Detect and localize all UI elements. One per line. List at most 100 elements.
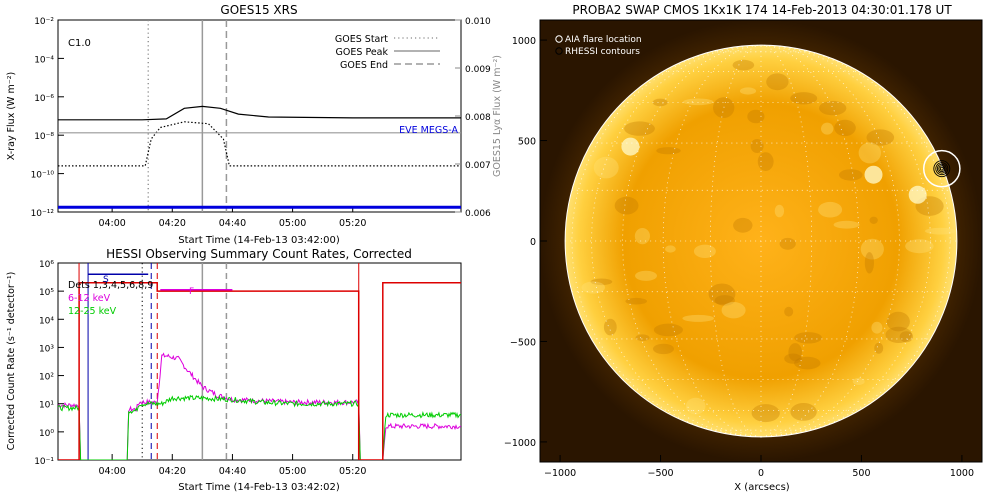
solar-texture-blob [721, 302, 746, 319]
rhessi-contour [939, 166, 944, 171]
solar-texture-blob [714, 295, 735, 306]
active-region [621, 137, 640, 156]
solar-texture-blob [708, 283, 736, 305]
solar-texture-blob [774, 204, 785, 218]
goes-y-tick-label: 10⁻¹⁰ [31, 171, 55, 181]
solar-texture-blob [925, 227, 956, 235]
solar-texture-blob [739, 87, 757, 95]
hessi-x-tick-label: 04:20 [159, 466, 186, 477]
active-region [864, 165, 883, 184]
swap-x-label: X (arcsecs) [734, 482, 790, 493]
hessi-frame [57, 262, 462, 461]
solar-texture-blob [757, 152, 774, 172]
goes-x-tick-label: 04:20 [159, 218, 186, 229]
swap-x-tick-label: 1000 [950, 468, 974, 479]
swap-x-ticks: −1000 −500 0 500 1000 [544, 455, 974, 479]
solar-texture-blob [866, 129, 895, 146]
solar-texture-blob [852, 377, 865, 386]
hessi-x-tick-label: 05:20 [339, 466, 366, 477]
solar-texture-blob [652, 98, 668, 107]
rhessi-contour [936, 163, 947, 174]
solar-texture-blob [635, 334, 650, 342]
legend-goes-peak: GOES Peak [336, 47, 389, 58]
swap-panel: PROBA2 SWAP CMOS 1Kx1K 174 14-Feb-2013 0… [504, 3, 983, 493]
goes-title: GOES15 XRS [220, 3, 297, 17]
goes-x-ticks: 04:00 04:20 04:40 05:00 05:20 [98, 206, 366, 229]
solar-texture-blob [581, 281, 605, 294]
swap-y-tick-label: −1000 [504, 438, 536, 449]
hessi-flag-f: F [189, 287, 194, 297]
legend-goes-start: GOES Start [335, 34, 388, 45]
grid-longitude [622, 44, 762, 438]
solar-texture-blob [733, 217, 753, 233]
hessi-flag-s: S [103, 275, 109, 285]
hessi-y-tick-label: 10⁰ [39, 429, 54, 439]
solar-texture-blob [819, 100, 847, 116]
solar-texture-blob [624, 121, 655, 136]
solar-texture-blob [821, 122, 834, 135]
grid-longitude [760, 44, 900, 438]
solar-texture-blob [794, 332, 822, 344]
hessi-y-ticks: 10⁶ 10⁵ 10⁴ 10³ 10² 10¹ 10⁰ 10⁻¹ [34, 260, 64, 467]
goes-y-right-tick-label: 0.008 [465, 113, 491, 123]
goes-y-right-tick-label: 0.009 [465, 65, 491, 75]
hessi-series-line-1 [58, 394, 461, 460]
solar-texture-blob [860, 238, 884, 260]
goes-series [58, 20, 461, 212]
swap-y-tick-label: 0 [530, 237, 536, 248]
solar-texture-blob [683, 98, 714, 106]
hessi-y-tick-label: 10³ [39, 344, 54, 354]
swap-y-tick-label: 500 [518, 137, 536, 148]
solar-texture-blob [864, 252, 875, 274]
solar-texture-blob [790, 403, 817, 421]
solar-texture-blob [750, 139, 764, 153]
goes-y-right-tick-label: 0.007 [465, 161, 491, 171]
solar-texture-blob [858, 142, 881, 164]
legend-goes-end: GOES End [340, 60, 388, 71]
hessi-series [58, 263, 461, 460]
hessi-x-tick-label: 04:00 [98, 466, 125, 477]
hessi-x-ticks: 04:00 04:20 04:40 05:00 05:20 [98, 454, 366, 477]
rhessi-contour [938, 165, 946, 173]
goes-x-tick-label: 05:00 [279, 218, 306, 229]
swap-y-ticks: 1000 500 0 −500 −1000 [504, 36, 547, 449]
swap-title: PROBA2 SWAP CMOS 1Kx1K 174 14-Feb-2013 0… [572, 3, 952, 17]
hessi-y-tick-label: 10⁶ [39, 260, 54, 270]
swap-x-tick-label: −1000 [544, 468, 576, 479]
grid-longitude [709, 44, 762, 438]
rhessi-contour [935, 162, 949, 176]
goes-y-ticks: 10⁻² 10⁻⁴ 10⁻⁶ 10⁻⁸ 10⁻¹⁰ 10⁻¹² [31, 17, 64, 219]
heliographic-grid [565, 44, 957, 438]
solar-texture-blob [682, 314, 714, 322]
goes-y-tick-label: 10⁻⁴ [34, 55, 54, 65]
hessi-y-tick-label: 10² [39, 373, 54, 383]
solar-limb [564, 44, 958, 438]
hessi-x-tick-label: 05:00 [279, 466, 306, 477]
solar-texture-blob [732, 59, 755, 71]
solar-texture-blob [794, 356, 821, 370]
grid-longitude [760, 44, 932, 438]
solar-texture-blob [747, 109, 765, 124]
goes-y-tick-label: 10⁻⁸ [34, 132, 54, 142]
goes-x-tick-label: 05:20 [339, 218, 366, 229]
grid-longitude [590, 44, 762, 438]
solar-texture-blob [653, 323, 684, 337]
solar-texture-blob [869, 216, 878, 224]
solar-texture-blob [886, 311, 910, 332]
solar-texture-blob [634, 228, 651, 245]
hessi-detectors-label: Dets 1,3,4,5,6,8,9 [68, 280, 153, 291]
goes-series-line-1 [58, 121, 461, 167]
solar-texture-blob [593, 156, 619, 179]
aia-flare-location [922, 149, 961, 188]
solar-texture-blob [788, 343, 802, 362]
goes-y-right-tick-label: 0.010 [465, 17, 491, 27]
hessi-y-tick-label: 10¹ [39, 401, 54, 411]
solar-texture-blob [653, 343, 674, 355]
hessi-legend-6-12: 6-12 keV [68, 293, 111, 304]
swap-legend: AIA flare location RHESSI contours [555, 35, 642, 57]
legend-aia-flare-location: AIA flare location [565, 35, 642, 45]
swap-x-tick-label: 500 [852, 468, 870, 479]
goes-legend: GOES Start GOES Peak GOES End [335, 34, 440, 71]
goes-x-tick-label: 04:00 [98, 218, 125, 229]
